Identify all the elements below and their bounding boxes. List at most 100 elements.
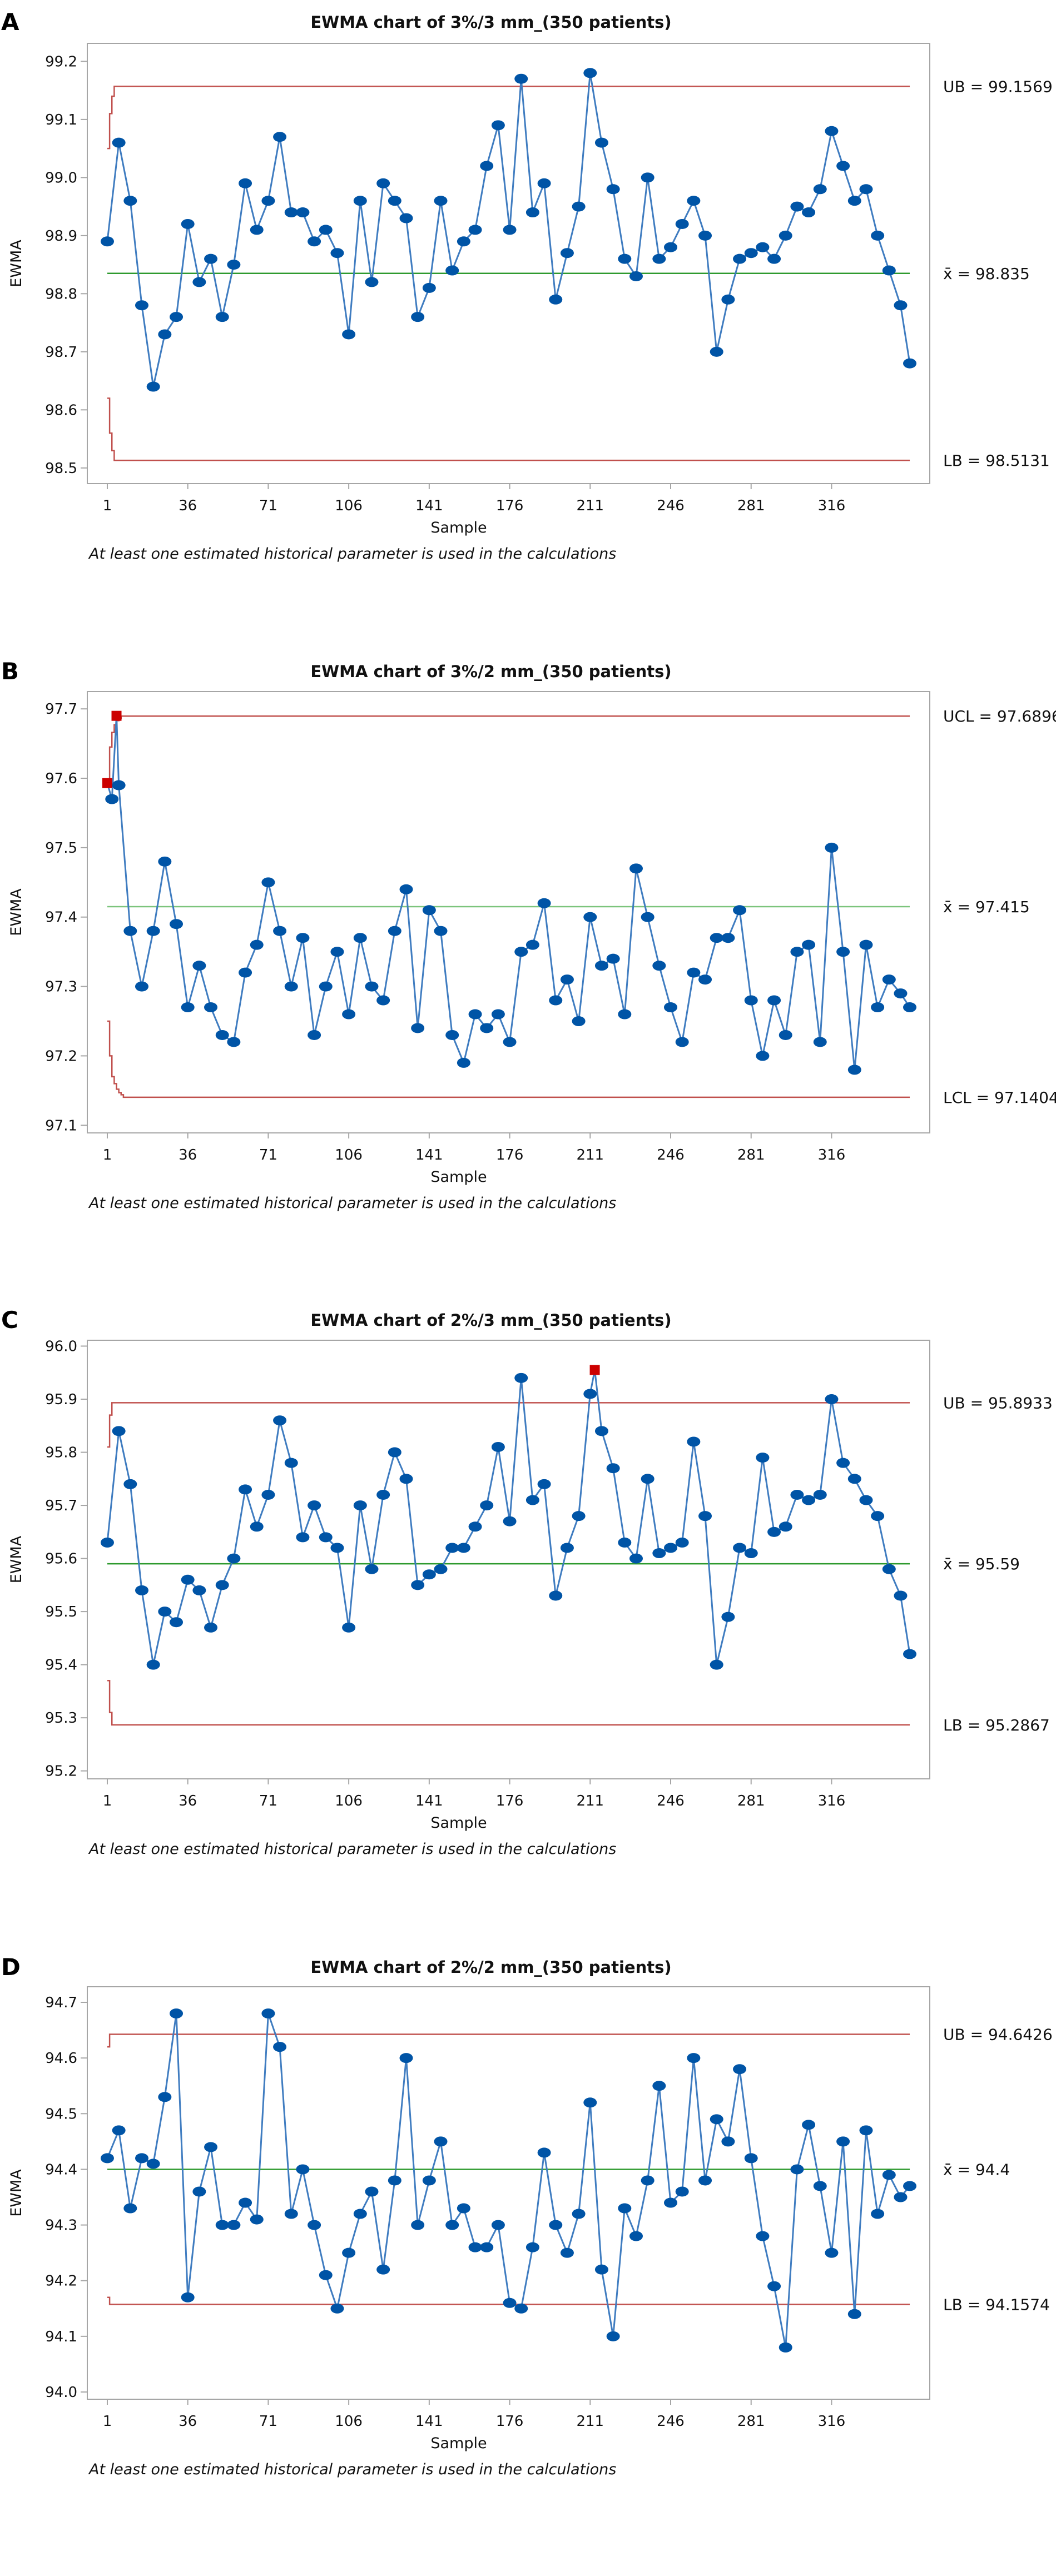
ewma-point [445,2220,459,2230]
out-of-control-point [102,778,112,788]
ewma-point [215,1580,229,1590]
ewma-point [308,236,321,247]
ewma-point [618,253,632,264]
ewma-point [308,1030,321,1040]
ewma-point [468,225,482,235]
y-axis-label: EWMA [8,888,25,936]
ewma-point [273,1415,287,1426]
ewma-point [503,225,517,235]
ewma-point [813,2181,827,2191]
ewma-point [158,1607,172,1617]
ewma-point [641,2175,655,2186]
ewma-point [239,178,252,188]
ewma-point [847,1065,861,1075]
x-tick-label: 141 [415,1793,443,1809]
y-tick-label: 98.9 [45,228,77,245]
ewma-point [583,912,597,922]
ewma-point [847,1474,861,1484]
x-tick-label: 71 [259,498,277,514]
ewma-point [342,329,356,340]
x-tick-label: 316 [818,498,846,514]
ewma-point [560,1543,574,1553]
y-tick-label: 95.6 [45,1551,77,1568]
ewma-point [767,2281,781,2291]
ewma-point [744,1548,758,1559]
ewma-point [537,2147,551,2158]
ewma-point [871,230,885,241]
ewma-point [664,242,678,252]
ewma-point [399,884,413,894]
x-tick-label: 211 [576,498,604,514]
ewma-point [123,1479,137,1489]
ewma-point [376,2264,390,2275]
ewma-point [342,2247,356,2258]
ewma-point [629,271,643,281]
ewma-point [239,1484,252,1495]
lower-limit-line [107,1020,910,1098]
ewma-point [146,926,160,936]
ewma-point [560,248,574,258]
ewma-point [652,961,666,971]
ewma-point [388,2175,401,2186]
ewma-point [710,933,723,943]
ewma-point [847,196,861,206]
ewma-point [744,2153,758,2164]
ewma-point [308,2220,321,2230]
ewma-point [525,1495,539,1505]
ewma-point [422,905,436,916]
ewma-point [105,794,119,804]
y-tick-label: 98.7 [45,344,77,361]
upper-limit-label: UCL = 97.6896 [943,707,1056,725]
ewma-point [675,1537,689,1548]
x-tick-label: 141 [415,1147,443,1163]
ewma-point [549,2220,563,2230]
ewma-point [903,2181,917,2191]
ewma-point [882,265,896,276]
ewma-point [135,981,148,992]
ewma-point [710,1659,723,1670]
ewma-point [882,974,896,985]
ewma-point [664,2197,678,2208]
x-tick-label: 246 [657,498,685,514]
ewma-point [158,329,172,340]
ewma-point [583,1389,597,1399]
ewma-point [399,2053,413,2063]
ewma-point [353,1500,367,1511]
ewma-point [204,2142,218,2152]
ewma-point [813,184,827,195]
center-line-label: x̄ = 94.4 [943,2160,1010,2179]
ewma-point [181,1002,195,1013]
ewma-point [825,842,839,853]
ewma-point [319,225,333,235]
ewma-point [445,1543,459,1553]
out-of-control-point [111,710,122,721]
ewma-point [652,1548,666,1559]
y-axis-label: EWMA [8,240,25,287]
ewma-point [871,1002,885,1013]
x-tick-label: 71 [259,1147,277,1163]
ewma-point [871,1511,885,1521]
ewma-point [503,1037,517,1047]
ewma-point [112,2125,126,2136]
ewma-point [779,1521,792,1532]
ewma-point [170,919,184,929]
ewma-point [411,2220,425,2230]
ewma-point [422,2175,436,2186]
x-tick-label: 106 [335,498,363,514]
x-axis-label: Sample [430,1814,487,1832]
ewma-point [802,939,816,950]
panel-letter: D [1,1953,21,1981]
ewma-point [859,1495,873,1505]
ewma-point [388,926,401,936]
ewma-point [779,230,792,241]
ewma-point [606,2331,620,2341]
ewma-point [319,981,333,992]
ewma-point [399,1474,413,1484]
ewma-point [537,178,551,188]
x-tick-label: 106 [335,1793,363,1809]
ewma-point [583,68,597,78]
x-tick-label: 176 [496,1147,524,1163]
chart-title: EWMA chart of 3%/2 mm_(350 patients) [310,662,671,681]
ewma-point [192,1585,206,1595]
ewma-point [353,196,367,206]
